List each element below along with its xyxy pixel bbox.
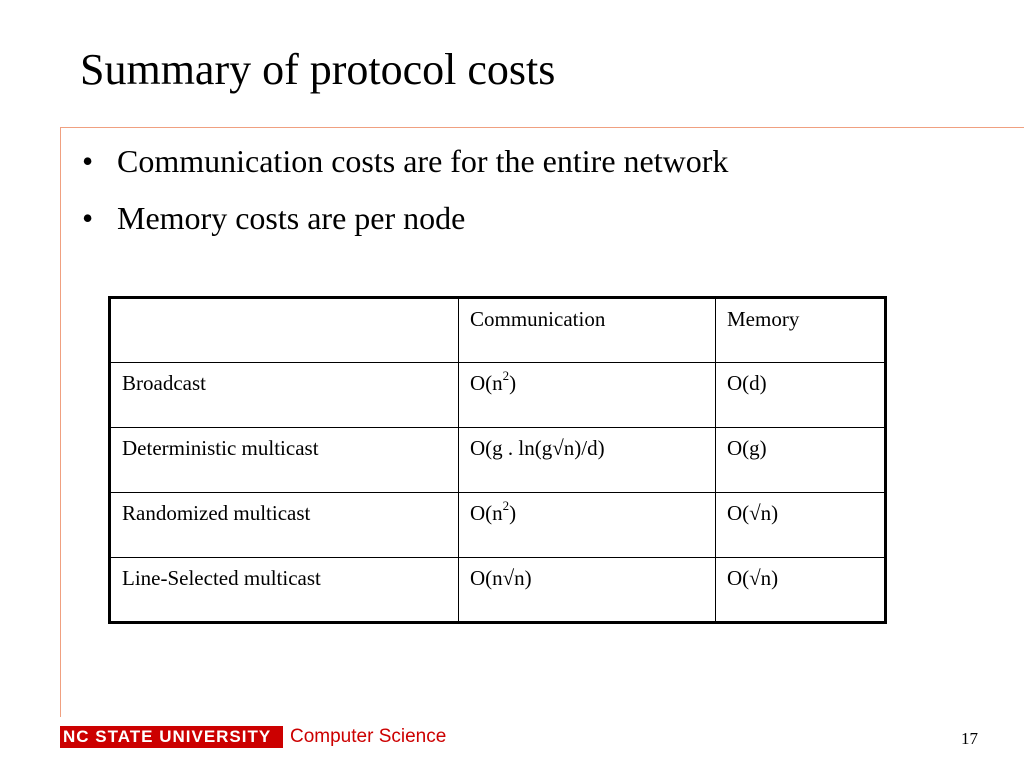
protocol-costs-table: Communication Memory Broadcast O(n2) O(d… [108, 296, 887, 624]
bullet-text: Communication costs are for the entire n… [117, 143, 729, 179]
bullet-item: • Communication costs are for the entire… [80, 142, 728, 180]
table-row: Randomized multicast O(n2) O(√n) [109, 492, 886, 558]
vertical-divider [60, 127, 61, 717]
table-row: Line-Selected multicast O(n√n) O(√n) [109, 557, 886, 623]
memory-cost-cell: O(g) [715, 427, 886, 493]
protocol-name-cell: Broadcast [109, 362, 459, 428]
communication-cost-cell: O(n2) [458, 362, 716, 428]
bullet-icon: • [82, 200, 94, 236]
communication-cost-cell: O(n√n) [458, 557, 716, 623]
header-cell-empty [109, 297, 459, 363]
bullet-list: • Communication costs are for the entire… [80, 142, 728, 256]
bullet-text: Memory costs are per node [117, 200, 466, 236]
memory-cost-cell: O(√n) [715, 557, 886, 623]
department-name: Computer Science [290, 726, 447, 747]
table-row: Deterministic multicast O(g . ln(g√n)/d)… [109, 427, 886, 493]
exponent: 2 [502, 368, 510, 383]
table-row: Broadcast O(n2) O(d) [109, 362, 886, 428]
communication-cost-cell: O(n2) [458, 492, 716, 558]
header-cell-memory: Memory [715, 297, 886, 363]
bullet-item: • Memory costs are per node [80, 199, 728, 237]
protocol-name-cell: Line-Selected multicast [109, 557, 459, 623]
table-header-row: Communication Memory [109, 297, 886, 363]
exponent: 2 [502, 498, 510, 513]
horizontal-divider [60, 127, 1024, 128]
memory-cost-cell: O(√n) [715, 492, 886, 558]
bullet-icon: • [82, 143, 94, 179]
memory-cost-cell: O(d) [715, 362, 886, 428]
university-logo: NC STATE UNIVERSITY [60, 726, 283, 748]
protocol-name-cell: Randomized multicast [109, 492, 459, 558]
protocol-name-cell: Deterministic multicast [109, 427, 459, 493]
header-cell-communication: Communication [458, 297, 716, 363]
slide-title: Summary of protocol costs [80, 45, 556, 94]
page-number: 17 [961, 729, 978, 748]
communication-cost-cell: O(g . ln(g√n)/d) [458, 427, 716, 493]
